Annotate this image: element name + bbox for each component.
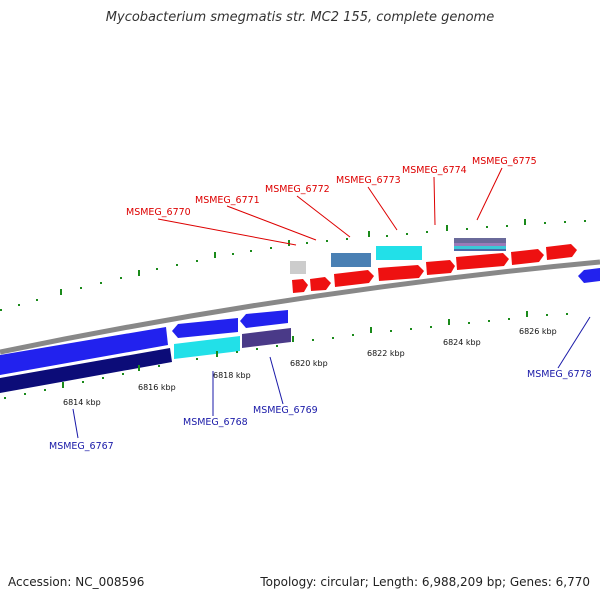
gene-label-msmeg-6770: MSMEG_6770 bbox=[126, 207, 191, 218]
forward-gene-labels: MSMEG_6770 MSMEG_6771 MSMEG_6772 MSMEG_6… bbox=[126, 156, 537, 246]
tick-label: 6826 kbp bbox=[519, 327, 557, 336]
tick-label: 6824 kbp bbox=[443, 338, 481, 347]
tick-labels: 6814 kbp 6816 kbp 6818 kbp 6820 kbp 6822… bbox=[63, 327, 557, 407]
gene-label-msmeg-6772: MSMEG_6772 bbox=[265, 184, 330, 195]
feature-purple-2 bbox=[454, 243, 506, 246]
tick-label: 6822 kbp bbox=[367, 349, 405, 358]
gene-label-msmeg-6775: MSMEG_6775 bbox=[472, 156, 537, 167]
genome-summary-text: Topology: circular; Length: 6,988,209 bp… bbox=[260, 575, 590, 589]
feature-grey bbox=[290, 261, 306, 274]
tick-label: 6820 kbp bbox=[290, 359, 328, 368]
reverse-genes bbox=[0, 268, 600, 393]
feature-purple-1 bbox=[454, 238, 506, 243]
feature-purple-4 bbox=[454, 249, 506, 251]
gene-6772 bbox=[334, 270, 374, 287]
inner-tick-track bbox=[4, 311, 568, 399]
gene-6770 bbox=[292, 279, 308, 293]
gene-6771 bbox=[310, 277, 331, 291]
gene-6774 bbox=[426, 260, 455, 275]
forward-genes bbox=[290, 238, 577, 293]
accession-text: Accession: NC_008596 bbox=[8, 575, 145, 589]
gene-6778 bbox=[578, 268, 600, 283]
gene-6769a bbox=[240, 310, 288, 328]
gene-label-msmeg-6768: MSMEG_6768 bbox=[183, 417, 248, 428]
genome-backbone bbox=[0, 259, 600, 355]
gene-label-msmeg-6767: MSMEG_6767 bbox=[49, 441, 114, 452]
gene-6776 bbox=[511, 249, 544, 265]
gene-6768a bbox=[172, 318, 238, 338]
feature-cyan bbox=[376, 246, 422, 260]
gene-label-msmeg-6773: MSMEG_6773 bbox=[336, 175, 401, 186]
outer-tick-track bbox=[0, 219, 586, 311]
gene-6769b bbox=[242, 328, 291, 348]
gene-6767b bbox=[0, 348, 172, 393]
gene-label-msmeg-6778: MSMEG_6778 bbox=[527, 369, 592, 380]
gene-label-msmeg-6769: MSMEG_6769 bbox=[253, 405, 318, 416]
tick-label: 6814 kbp bbox=[63, 398, 101, 407]
feature-steelblue bbox=[331, 253, 371, 267]
gene-6773 bbox=[378, 265, 424, 281]
gene-label-msmeg-6774: MSMEG_6774 bbox=[402, 165, 467, 176]
gene-6767a bbox=[0, 327, 168, 375]
feature-purple-3 bbox=[454, 246, 506, 249]
tick-label: 6816 kbp bbox=[138, 383, 176, 392]
gene-6775 bbox=[456, 253, 509, 270]
gene-label-msmeg-6771: MSMEG_6771 bbox=[195, 195, 260, 206]
tick-label: 6818 kbp bbox=[213, 371, 251, 380]
gene-6777 bbox=[546, 244, 577, 260]
reverse-gene-labels: MSMEG_6767 MSMEG_6768 MSMEG_6769 MSMEG_6… bbox=[49, 316, 592, 452]
map-title: Mycobacterium smegmatis str. MC2 155, co… bbox=[105, 10, 495, 25]
gene-6768b bbox=[174, 336, 240, 359]
